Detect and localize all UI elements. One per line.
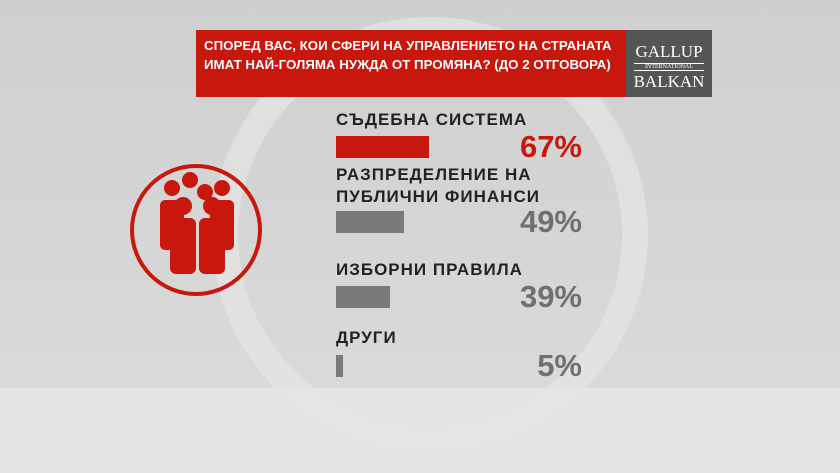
chart-title: СПОРЕД ВАС, КОИ СФЕРИ НА УПРАВЛЕНИЕТО НА… — [196, 30, 626, 97]
bar — [336, 211, 405, 233]
logo-text: GALLUP — [635, 42, 703, 61]
value-label: 39% — [519, 279, 582, 314]
logo-text: BALKAN — [633, 72, 705, 91]
bar — [336, 355, 343, 377]
category-label: ДРУГИ — [336, 328, 397, 347]
value-label: 67% — [519, 129, 582, 164]
category-label: ИЗБОРНИ ПРАВИЛА — [336, 260, 523, 279]
category-label: СЪДЕБНА СИСТЕМА — [336, 110, 528, 129]
bar — [336, 136, 430, 158]
logo-text: INTERNATIONAL — [634, 63, 704, 71]
category-label: РАЗПРЕДЕЛЕНИЕ НА ПУБЛИЧНИ ФИНАНСИ — [336, 165, 540, 206]
bar — [336, 286, 391, 308]
logo: GALLUP INTERNATIONAL BALKAN — [626, 30, 712, 97]
value-label: 5% — [537, 348, 582, 383]
value-label: 49% — [519, 204, 582, 239]
